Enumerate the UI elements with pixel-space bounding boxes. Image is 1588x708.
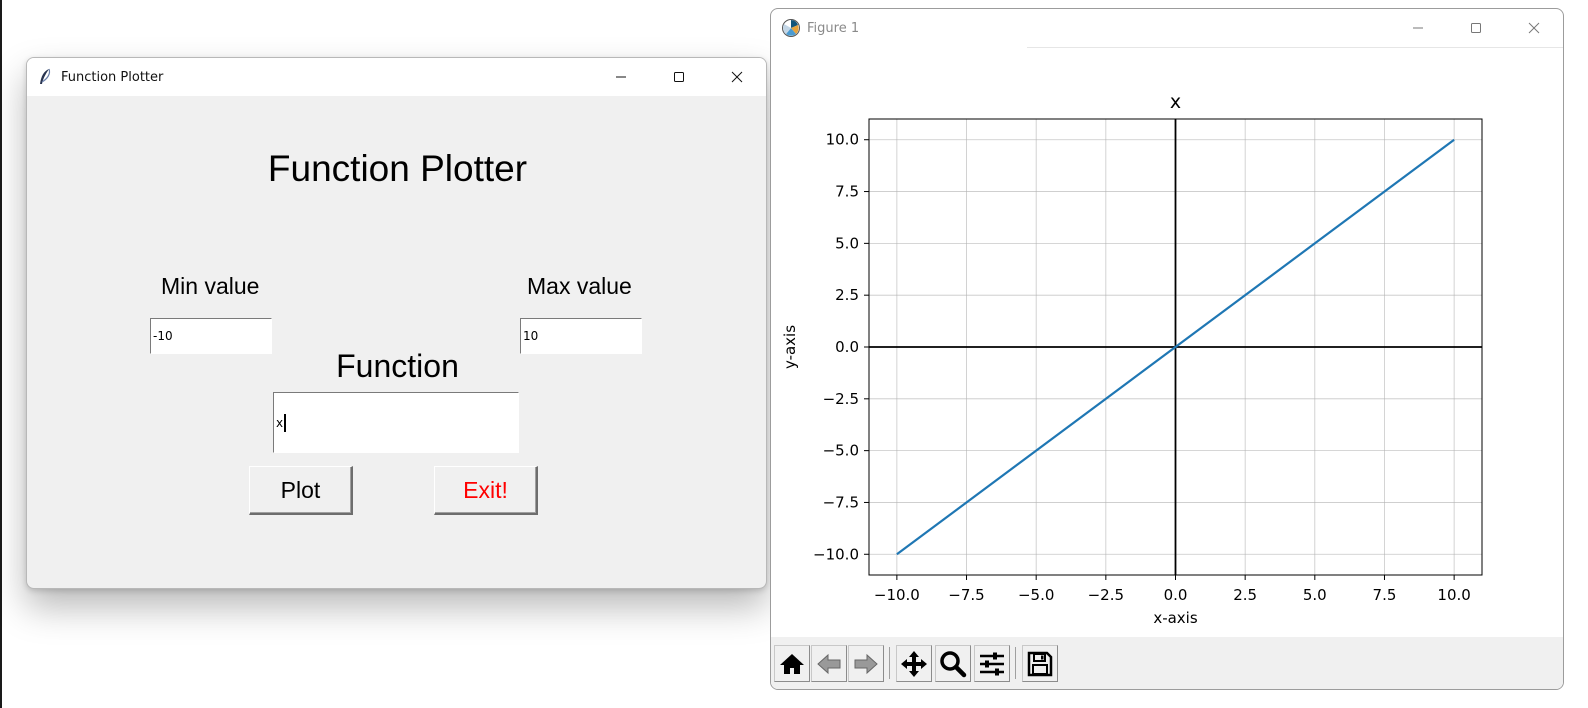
configure-subplots-button[interactable] (974, 645, 1010, 682)
x-tick-label: 10.0 (1437, 586, 1470, 604)
feather-icon (37, 68, 53, 86)
text-caret (284, 413, 287, 432)
y-tick-label: −2.5 (823, 390, 859, 408)
toolbar-separator (1015, 647, 1016, 679)
x-ticks: −10.0 −7.5 −5.0 −2.5 0.0 2.5 5.0 7.5 10.0 (874, 575, 1471, 604)
series-lines (896, 138, 1455, 556)
y-tick-label: −10.0 (813, 545, 859, 563)
maximize-icon (1471, 23, 1481, 33)
x-tick-label: 2.5 (1233, 586, 1257, 604)
y-tick-label: 10.0 (826, 131, 859, 149)
series-line (896, 138, 1455, 556)
y-tick-label: −5.0 (823, 442, 859, 460)
figure-close-button[interactable] (1505, 9, 1563, 47)
function-plotter-window: Function Plotter Function Plotter Min va… (26, 57, 767, 589)
y-tick-label: 0.0 (835, 338, 859, 356)
x-tick-label: −7.5 (948, 586, 984, 604)
x-tick-label: 0.0 (1164, 586, 1188, 604)
maximize-button[interactable] (650, 58, 708, 96)
figure-maximize-button[interactable] (1447, 9, 1505, 47)
zoom-icon (940, 650, 967, 677)
figure-minimize-button[interactable] (1389, 9, 1447, 47)
forward-arrow-icon (854, 653, 878, 674)
close-icon (731, 71, 743, 83)
zoom-button[interactable] (935, 645, 971, 682)
x-tick-label: −10.0 (874, 586, 920, 604)
chart-title: x (1170, 91, 1181, 113)
forward-button[interactable] (848, 645, 884, 682)
figure-window-controls (1389, 9, 1563, 47)
minimize-icon (1413, 27, 1423, 29)
toolbar-separator (889, 647, 890, 679)
window-controls (592, 58, 766, 96)
y-ticks: 10.0 7.5 5.0 2.5 0.0 −2.5 −5.0 −7.5 −10.0 (813, 131, 869, 563)
desktop-edge (0, 0, 2, 708)
pan-icon (901, 650, 927, 677)
function-input[interactable]: x (273, 392, 519, 453)
min-value-label: Min value (161, 273, 260, 299)
max-value-text: 10 (523, 329, 539, 343)
y-tick-label: 7.5 (835, 183, 859, 201)
pan-button[interactable] (896, 645, 932, 682)
function-text: x (276, 415, 284, 430)
home-icon (780, 653, 804, 674)
window-title: Function Plotter (61, 69, 164, 85)
y-tick-label: −7.5 (823, 493, 859, 511)
minimize-icon (616, 76, 626, 78)
min-value-input[interactable]: -10 (150, 318, 272, 354)
min-value-text: -10 (153, 329, 173, 343)
back-button[interactable] (811, 645, 847, 682)
save-button[interactable] (1022, 645, 1058, 682)
x-axis-label: x-axis (1153, 609, 1198, 627)
plot-button[interactable]: Plot (249, 466, 353, 515)
max-value-input[interactable]: 10 (520, 318, 642, 354)
matplotlib-icon (781, 18, 801, 38)
navigation-toolbar (771, 637, 1563, 689)
close-icon (1528, 22, 1540, 34)
close-button[interactable] (708, 58, 766, 96)
minimize-button[interactable] (592, 58, 650, 96)
y-tick-label: 2.5 (835, 286, 859, 304)
x-tick-label: 5.0 (1303, 586, 1327, 604)
figure-title-separator (1027, 47, 1563, 48)
figure-window: Figure 1 −10.0 −7.5 −5.0 −2.5 0.0 2.5 5.0 7.5 10… (770, 8, 1564, 690)
app-heading: Function Plotter (267, 148, 528, 189)
y-tick-label: 5.0 (835, 234, 859, 252)
maximize-icon (674, 72, 684, 82)
function-label: Function (336, 348, 459, 384)
max-value-label: Max value (527, 273, 632, 299)
title-bar[interactable]: Function Plotter (27, 58, 766, 96)
configure-subplots-icon (980, 652, 1004, 675)
figure-title-bar[interactable]: Figure 1 (771, 9, 1563, 47)
exit-button[interactable]: Exit! (434, 466, 538, 515)
plot-canvas[interactable]: −10.0 −7.5 −5.0 −2.5 0.0 2.5 5.0 7.5 10.0 10.0 7.… (771, 9, 1564, 639)
home-button[interactable] (774, 645, 810, 682)
y-axis-label: y-axis (781, 325, 799, 369)
x-tick-label: 7.5 (1373, 586, 1397, 604)
x-tick-label: −5.0 (1018, 586, 1054, 604)
back-arrow-icon (817, 653, 841, 674)
figure-title: Figure 1 (807, 20, 860, 36)
save-icon (1027, 651, 1053, 676)
x-tick-label: −2.5 (1088, 586, 1124, 604)
